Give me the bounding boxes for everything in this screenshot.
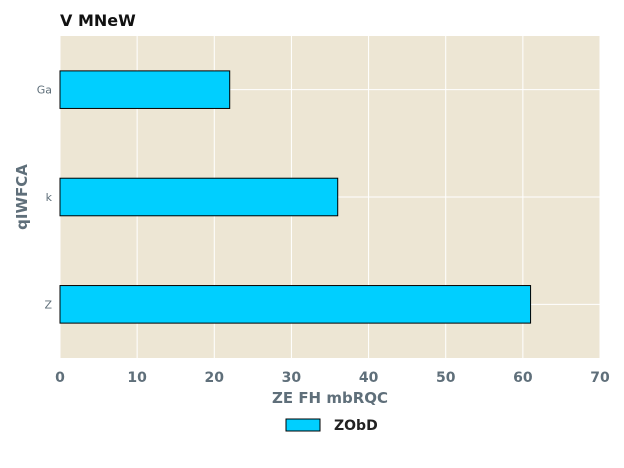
legend-swatch (285, 418, 321, 432)
x-tick-label: 10 (127, 370, 147, 386)
x-axis-label: ZE FH mbRQC (272, 389, 388, 407)
y-tick-label: Ga (37, 84, 52, 97)
x-tick-label: 20 (205, 370, 225, 386)
bar-k (59, 177, 339, 217)
bars (59, 70, 532, 324)
x-tick-label: 70 (590, 370, 610, 386)
bar-z (59, 285, 532, 324)
x-tick-label: 60 (513, 370, 533, 386)
x-tick-labels: 0 10 20 30 40 50 60 70 (55, 370, 610, 386)
x-tick-label: 40 (359, 370, 379, 386)
bar-ga (59, 70, 231, 109)
legend: ZObD (285, 418, 378, 434)
legend-label: ZObD (334, 418, 378, 434)
x-tick-label: 30 (282, 370, 302, 386)
x-tick-label: 0 (55, 370, 65, 386)
y-tick-label: Z (44, 298, 52, 311)
chart-title: V MNeW (60, 11, 136, 30)
y-axis-label: qIWFCA (13, 164, 31, 230)
y-tick-labels: Ga k Z (37, 84, 53, 312)
x-tick-label: 50 (436, 370, 456, 386)
y-tick-label: k (46, 191, 53, 204)
